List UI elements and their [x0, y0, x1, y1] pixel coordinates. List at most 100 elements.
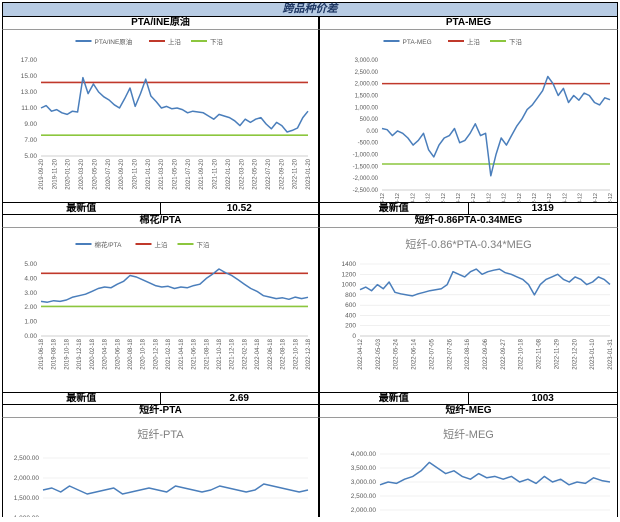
x-tick-label: 2019-06-18: [39, 338, 45, 369]
y-tick-label: 1400: [342, 261, 357, 268]
x-tick-label: 2021-12-12: [517, 193, 523, 202]
series-line: [379, 461, 611, 486]
x-tick-label: 2022-03-20: [239, 158, 245, 189]
stat-label: 最新值: [320, 203, 469, 214]
chart-panel-6: 短纤-MEG 4,000.00 3,500.00 3,000.00 2,500.00 2,…: [319, 418, 618, 522]
x-tick-label: 2022-10-12: [593, 193, 599, 202]
y-tick-label: 2,500.00: [14, 455, 40, 462]
y-tick-label: 3.00: [24, 290, 37, 297]
stat-label: 最新值: [3, 203, 161, 214]
stat-row-4: 最新值 1003: [319, 392, 618, 405]
y-tick-label: 2,000.00: [355, 82, 379, 88]
y-tick-label: 5.00: [24, 261, 37, 268]
y-tick-label: 0: [352, 333, 356, 340]
x-tick-label: 2023-01-31: [608, 338, 614, 369]
stat-value: 2.69: [229, 393, 249, 404]
chart-title: 短纤-0.86*PTA-0.34*MEG: [405, 237, 531, 251]
y-tick-label: -1,500.00: [353, 164, 379, 170]
chart-title: 短纤-MEG: [443, 427, 494, 441]
x-tick-label: 2021-11-20: [213, 158, 219, 189]
x-tick-label: 2023-01-20: [306, 158, 312, 189]
y-tick-label: 1,000.00: [355, 105, 379, 111]
series-line: [40, 76, 309, 133]
legend-label: 下沿: [197, 240, 211, 249]
chart-panel-2: PTA-MEG 上沿 下沿 3,000.00 2,500.00 2,000.00 1,500…: [319, 30, 618, 221]
x-tick-label: 2021-04-18: [179, 338, 185, 369]
y-tick-label: 500.00: [360, 117, 379, 123]
y-tick-label: 5.00: [24, 153, 37, 160]
x-tick-label: 2020-07-20: [106, 158, 112, 189]
x-tick-label: 2021-08-12: [486, 193, 492, 202]
y-tick-label: 1,500.00: [355, 93, 379, 99]
y-tick-label: -2,000.00: [353, 176, 379, 182]
y-tick-label: 1000: [342, 282, 357, 289]
x-tick-label: 2022-08-18: [281, 338, 287, 369]
y-tick-label: 1200: [342, 271, 357, 278]
chart-panel-1: PTA/INE原油 上沿 下沿 17.00 15.00 13.00 11.00 9.00 7.0…: [2, 30, 319, 202]
y-tick-label: 600: [345, 302, 356, 309]
x-tick-label: 2019-11-20: [52, 158, 58, 189]
x-tick-label: 2020-05-20: [92, 158, 98, 189]
y-tick-label: 3,000.00: [351, 479, 377, 486]
series-line: [359, 268, 611, 297]
x-tick-label: 2019-09-20: [39, 158, 45, 189]
x-tick-label: 2022-09-06: [483, 338, 489, 369]
legend-label: 下沿: [210, 37, 224, 46]
chart-pta-meg: PTA-MEG 上沿 下沿 3,000.00 2,500.00 2,000.00 1,500…: [353, 37, 614, 221]
x-tick-label: 2022-06-12: [562, 193, 568, 202]
x-tick-label: 2022-07-26: [447, 338, 453, 369]
legend-label: 下沿: [509, 37, 523, 46]
x-tick-label: 2020-10-18: [141, 338, 147, 369]
x-tick-label: 2021-09-20: [199, 158, 205, 189]
x-tick-label: 2020-01-20: [66, 158, 72, 189]
chart-psf-pta: 短纤-PTA2,500.002,000.001,500.001,000.0050…: [14, 427, 309, 522]
y-tick-label: 0.00: [366, 129, 378, 135]
stat-row-3: 最新值 2.69: [2, 392, 319, 405]
y-tick-label: 13.00: [21, 89, 38, 96]
stat-row-1: 最新值 10.52: [2, 202, 319, 215]
x-tick-label: 2022-11-20: [293, 158, 299, 189]
x-tick-label: 2020-10-12: [410, 193, 416, 202]
x-tick-label: 2022-05-20: [253, 158, 259, 189]
y-tick-label: 2,500.00: [351, 493, 377, 500]
panel-title-4: 短纤-0.86PTA-0.34MEG: [319, 215, 618, 228]
x-tick-label: 2022-12-18: [306, 338, 312, 369]
x-tick-label: 2021-04-12: [456, 193, 462, 202]
series-line: [42, 483, 309, 495]
y-tick-label: 3,500.00: [351, 465, 377, 472]
stat-value: 10.52: [226, 203, 252, 214]
legend-label: PTA-MEG: [403, 39, 432, 46]
page-header: 跨品种价差: [2, 2, 618, 17]
x-tick-label: 2021-03-20: [159, 158, 165, 189]
y-tick-label: 7.00: [24, 137, 37, 144]
y-tick-label: 1,500.00: [14, 495, 40, 502]
x-tick-label: 2022-05-24: [394, 338, 400, 369]
x-tick-label: 2021-08-18: [204, 338, 210, 369]
x-tick-label: 2020-12-12: [426, 193, 432, 202]
x-tick-label: 2022-04-12: [547, 193, 553, 202]
panel-title-1: PTA/INE原油: [2, 17, 319, 30]
x-tick-label: 2022-06-18: [268, 338, 274, 369]
legend-label: 棉花/PTA: [95, 240, 123, 249]
x-tick-label: 2022-04-18: [255, 338, 261, 369]
y-tick-label: 3,000.00: [355, 58, 379, 64]
legend-label: 上沿: [168, 37, 182, 46]
x-tick-label: 2020-04-18: [103, 338, 109, 369]
chart-psf-spread: 短纤-0.86*PTA-0.34*MEG 1400 1200 1000 800 600 40…: [342, 237, 614, 370]
x-tick-label: 2021-07-20: [186, 158, 192, 189]
x-tick-label: 2022-06-14: [412, 338, 418, 369]
chart-pta-ine: PTA/INE原油 上沿 下沿 17.00 15.00 13.00 11.00 9.00 7.0…: [21, 37, 312, 190]
x-tick-label: 2022-11-29: [554, 338, 560, 369]
x-tick-label: 2021-10-12: [502, 193, 508, 202]
x-tick-label: 2022-07-05: [429, 338, 435, 369]
x-tick-label: 2020-08-12: [395, 193, 401, 202]
x-tick-label: 2022-02-18: [242, 338, 248, 369]
x-tick-label: 2020-08-18: [128, 338, 134, 369]
x-tick-label: 2022-09-20: [279, 158, 285, 189]
x-tick-label: 2022-07-20: [266, 158, 272, 189]
y-tick-label: -1,000.00: [353, 153, 379, 159]
y-tick-label: 1.00: [24, 319, 37, 326]
x-tick-label: 2022-12-20: [572, 338, 578, 369]
x-tick-label: 2022-11-08: [537, 338, 543, 369]
x-tick-label: 2021-05-20: [173, 158, 179, 189]
